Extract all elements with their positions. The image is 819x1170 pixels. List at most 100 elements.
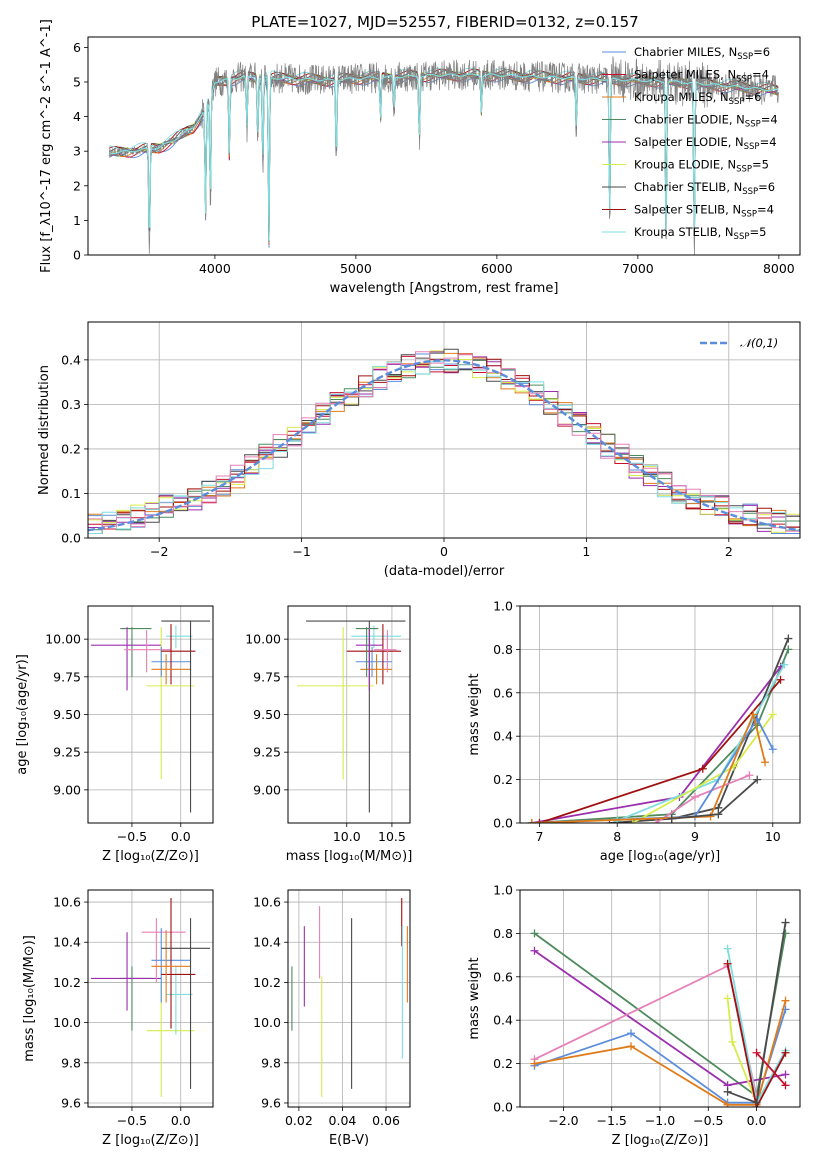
legend-entry-label: Kroupa ELODIE, NSSP=5: [634, 158, 769, 175]
data-point-marker: [628, 819, 637, 823]
x-tick-label: 0: [440, 544, 448, 559]
data-point-marker: [749, 710, 758, 719]
y-tick-label: 0.8: [493, 926, 513, 941]
y-tick-label: 10.4: [53, 935, 81, 950]
x-tick-label: 8: [613, 829, 621, 844]
x-axis-label: mass [log₁₀(M/M⊙)]: [286, 849, 413, 864]
x-tick-label: 7000: [622, 261, 654, 276]
y-tick-label: 0.0: [61, 531, 81, 546]
data-point-marker: [745, 771, 754, 780]
x-tick-label: 5000: [340, 261, 372, 276]
plot-area: [88, 348, 800, 538]
axes-frame: [87, 889, 214, 1108]
data-point-marker: [723, 959, 732, 968]
axes-frame: [287, 605, 411, 824]
y-tick-label: 3: [73, 144, 81, 159]
x-tick-label: −1.5: [597, 1113, 627, 1128]
y-tick-label: 0.2: [493, 772, 513, 787]
data-point-marker: [761, 758, 769, 767]
y-tick-label: 1.0: [493, 883, 513, 898]
legend-entry-label: Salpeter MILES, NSSP=4: [634, 68, 769, 85]
mass-weight-line: [755, 1052, 787, 1086]
x-tick-label: 0.02: [285, 1113, 313, 1128]
y-tick-label: 9.25: [253, 745, 281, 760]
y-tick-label: 9.75: [53, 669, 81, 684]
figure-title: PLATE=1027, MJD=52557, FIBERID=0132, z=0…: [251, 13, 638, 31]
plot-area: [527, 634, 793, 823]
y-tick-label: 9.00: [53, 782, 81, 797]
x-axis-label: Z [log₁₀(Z/Z⊙)]: [102, 849, 199, 864]
y-tick-label: 2: [73, 178, 81, 193]
y-tick-label: 0.1: [61, 486, 81, 501]
y-tick-label: 9.6: [261, 1095, 281, 1110]
y-tick-label: 0.3: [61, 397, 81, 412]
legend-entry-label: Kroupa STELIB, NSSP=5: [634, 225, 766, 242]
y-tick-label: 10.00: [245, 632, 281, 647]
y-tick-label: 4: [73, 109, 81, 124]
data-point-marker: [776, 675, 785, 684]
y-tick-label: 9.50: [253, 707, 281, 722]
y-axis-label: mass weight: [467, 673, 482, 755]
age-vs-mass-panel: 10.0 10.5 9.00 9.25 9.50 9.75 10.00 mass [log₁₀…: [245, 605, 413, 864]
y-tick-label: 10.0: [53, 1015, 81, 1030]
y-axis-label: Flux [f_λ10^-17 erg cm^-2 s^-1 A^-1]: [39, 19, 54, 273]
plot-area: [530, 918, 790, 1107]
data-point-marker: [781, 996, 790, 1005]
data-point-marker: [781, 1048, 790, 1057]
data-point-marker: [781, 1070, 790, 1079]
x-tick-label: 10.0: [333, 829, 361, 844]
y-axis-label: mass weight: [467, 957, 482, 1039]
legend-entry-label: Chabrier ELODIE, NSSP=4: [634, 113, 778, 130]
x-tick-label: 9: [691, 829, 699, 844]
y-tick-label: 0.4: [493, 729, 513, 744]
data-point-marker: [784, 634, 793, 643]
data-point-marker: [627, 1029, 636, 1038]
x-axis-label: Z [log₁₀(Z/Z⊙)]: [612, 1133, 709, 1148]
data-point-marker: [530, 946, 539, 955]
data-point-marker: [667, 814, 676, 823]
mass-weight-line: [531, 649, 790, 823]
plot-area: [297, 620, 406, 813]
y-tick-label: 10.00: [45, 632, 81, 647]
mass-weight-line: [534, 964, 758, 1097]
data-point-marker: [714, 810, 723, 819]
data-point-marker: [781, 1081, 790, 1090]
data-point-marker: [530, 1059, 539, 1068]
y-tick-label: 9.75: [253, 669, 281, 684]
y-tick-label: 10.6: [53, 895, 81, 910]
x-axis-label: wavelength [Angstrom, rest frame]: [330, 281, 559, 296]
x-axis-label: E(B-V): [329, 1133, 369, 1148]
axes-frame: [287, 889, 411, 1108]
y-tick-label: 9.00: [253, 782, 281, 797]
data-point-marker: [780, 660, 789, 669]
x-axis-label: (data-model)/error: [384, 564, 505, 579]
y-tick-label: 9.50: [53, 707, 81, 722]
data-point-marker: [768, 745, 777, 754]
axes-frame: [87, 36, 801, 256]
x-axis-label: age [log₁₀(age/yr)]: [600, 849, 721, 864]
y-tick-label: 0.0: [493, 1100, 513, 1115]
x-tick-label: 0.0: [747, 1113, 767, 1128]
x-tick-label: −1: [292, 544, 310, 559]
data-point-marker: [706, 812, 715, 821]
data-point-marker: [723, 944, 732, 953]
age-vs-metallicity-panel: −0.5 0.0 9.00 9.25 9.50 9.75 10.00 Z [log₁₀(Z/Z…: [15, 605, 214, 864]
y-tick-label: 1: [73, 213, 81, 228]
x-tick-label: 6000: [481, 261, 513, 276]
data-point-marker: [752, 1048, 761, 1057]
plot-area: [108, 56, 780, 255]
residual-histogram: [88, 351, 800, 538]
y-tick-label: 5: [73, 74, 81, 89]
legend-entry-label: Salpeter STELIB, NSSP=4: [634, 203, 774, 220]
y-tick-label: 10.2: [253, 975, 281, 990]
x-tick-label: 0.06: [372, 1113, 400, 1128]
massweight-vs-metallicity-panel: −2.0 −1.5 −1.0 −0.5 0.0 0.0 0.2 0.4 0.6 0.8 1.0 Z […: [467, 883, 801, 1148]
x-tick-label: −2: [150, 544, 168, 559]
x-tick-label: 4000: [199, 261, 231, 276]
data-point-marker: [723, 1100, 732, 1107]
y-tick-label: 0.2: [61, 441, 81, 456]
y-tick-label: 1.0: [493, 599, 513, 614]
legend-entry-label: Salpeter ELODIE, NSSP=4: [634, 135, 777, 152]
x-tick-label: −0.5: [117, 829, 147, 844]
